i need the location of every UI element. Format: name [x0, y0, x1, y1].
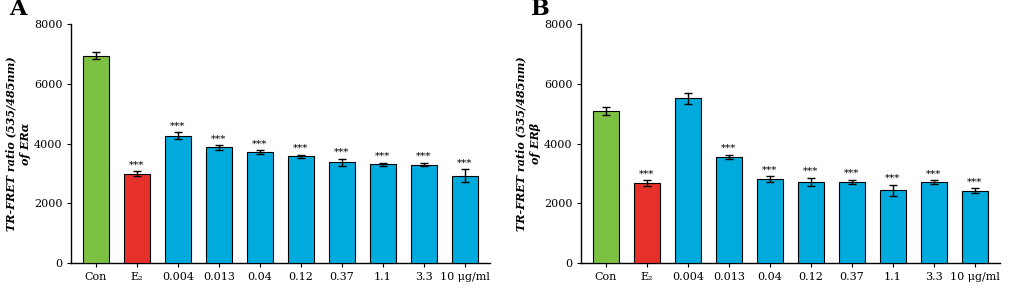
Text: ***: *** [334, 148, 350, 157]
Y-axis label: TR-FRET ratio (535/485nm)
of ERβ: TR-FRET ratio (535/485nm) of ERβ [515, 57, 540, 231]
Text: B: B [531, 0, 549, 20]
Text: ***: *** [375, 152, 390, 161]
Text: ***: *** [639, 170, 654, 178]
Text: ***: *** [720, 144, 736, 153]
Text: ***: *** [884, 174, 900, 183]
Text: A: A [9, 0, 26, 20]
Bar [756, 179, 783, 263]
Bar [961, 191, 987, 263]
Bar [328, 162, 355, 263]
Bar [83, 56, 109, 263]
Bar [247, 152, 273, 263]
Bar [878, 190, 906, 263]
Bar [287, 156, 314, 263]
Text: ***: *** [844, 169, 859, 178]
Bar [592, 111, 619, 263]
Text: ***: *** [966, 177, 981, 186]
Text: ***: *** [416, 152, 431, 161]
Text: ***: *** [211, 134, 226, 143]
Bar [715, 157, 742, 263]
Text: ***: *** [170, 121, 185, 130]
Text: ***: *** [129, 160, 145, 170]
Bar [797, 182, 823, 263]
Bar [920, 182, 947, 263]
Bar [123, 174, 150, 263]
Text: ***: *** [803, 167, 818, 176]
Bar [838, 182, 864, 263]
Text: ***: *** [925, 170, 941, 178]
Text: ***: *** [457, 159, 472, 167]
Text: ***: *** [293, 144, 309, 153]
Bar [206, 147, 232, 263]
Y-axis label: TR-FRET ratio (535/485nm)
of ERα: TR-FRET ratio (535/485nm) of ERα [5, 57, 31, 231]
Bar [451, 176, 478, 263]
Bar [633, 183, 659, 263]
Bar [369, 164, 396, 263]
Bar [674, 98, 701, 263]
Text: ***: *** [761, 165, 776, 174]
Text: ***: *** [252, 140, 267, 149]
Bar [411, 165, 437, 263]
Bar [164, 136, 192, 263]
